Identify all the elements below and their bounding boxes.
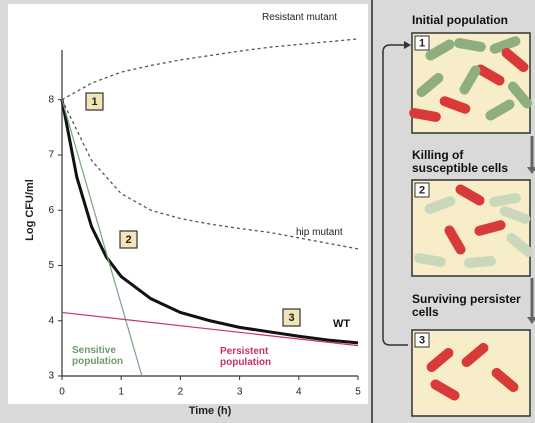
y-tick-label: 5	[48, 260, 54, 271]
bacterium	[474, 220, 506, 236]
bacterium	[439, 96, 471, 114]
step-number: 3	[288, 312, 294, 324]
bacterium	[424, 196, 456, 214]
bacterium	[454, 38, 486, 52]
step-arrow-head	[527, 167, 535, 174]
x-tick-label: 4	[296, 387, 302, 398]
step-box	[282, 308, 301, 327]
step-number: 1	[91, 96, 97, 108]
x-tick-label: 2	[178, 387, 184, 398]
series-label: hip mutant	[296, 227, 343, 238]
step-box	[85, 92, 104, 111]
panel-number: 1	[419, 37, 425, 49]
panel-number-box	[414, 332, 430, 348]
bacterium	[491, 367, 519, 393]
panel-title: Surviving persister cells	[412, 292, 521, 319]
panel-number: 3	[419, 334, 425, 346]
series-line	[61, 99, 359, 250]
panel-number-box	[414, 182, 430, 198]
series-line	[61, 311, 359, 347]
panel-number-box	[414, 35, 430, 51]
bacterium	[414, 253, 446, 267]
panel-title: Initial population	[412, 13, 508, 27]
bacterium	[489, 193, 521, 207]
y-axis-title: Log CFU/ml	[24, 179, 36, 241]
bacterium	[425, 39, 455, 61]
step-arrow-head	[527, 317, 535, 324]
series-line	[61, 99, 143, 377]
bacterium	[409, 108, 441, 122]
y-tick-label: 8	[48, 94, 54, 105]
bacterium	[444, 225, 466, 255]
series-label: Sensitive population	[72, 345, 124, 367]
panel-box	[411, 329, 531, 417]
bacterium	[506, 232, 534, 258]
step-box	[119, 230, 138, 249]
loop-arrow	[382, 44, 408, 346]
series-line	[60, 99, 359, 345]
bacterium	[501, 47, 529, 73]
bacterium	[426, 347, 454, 373]
bacterium	[485, 99, 515, 121]
x-tick-label: 3	[237, 387, 243, 398]
panel-title: Killing of susceptible cells	[412, 148, 509, 175]
x-axis-title: Time (h)	[189, 405, 232, 417]
bacterium	[507, 81, 533, 109]
bacterium	[464, 256, 496, 268]
bacterium	[499, 206, 531, 224]
x-tick-label: 0	[59, 387, 65, 398]
series-label: Resistant mutant	[262, 12, 338, 23]
bacterium	[461, 342, 489, 368]
bacterium	[430, 379, 460, 401]
bacterium	[475, 64, 505, 86]
x-tick-label: 1	[118, 387, 124, 398]
y-tick-label: 4	[48, 315, 54, 326]
panel-number: 2	[419, 184, 425, 196]
series-label: Persistent population	[220, 346, 272, 368]
bacterium	[489, 36, 521, 54]
bacterium	[459, 65, 481, 95]
y-tick-label: 7	[48, 150, 54, 161]
bacterium	[455, 184, 485, 206]
series-label: WT	[333, 318, 351, 330]
y-tick-label: 3	[48, 371, 54, 382]
bacterium	[416, 72, 444, 98]
x-tick-label: 5	[355, 387, 361, 398]
arrow-head	[404, 41, 411, 49]
series-line	[61, 38, 359, 101]
step-number: 2	[125, 234, 131, 246]
y-tick-label: 6	[48, 205, 54, 216]
